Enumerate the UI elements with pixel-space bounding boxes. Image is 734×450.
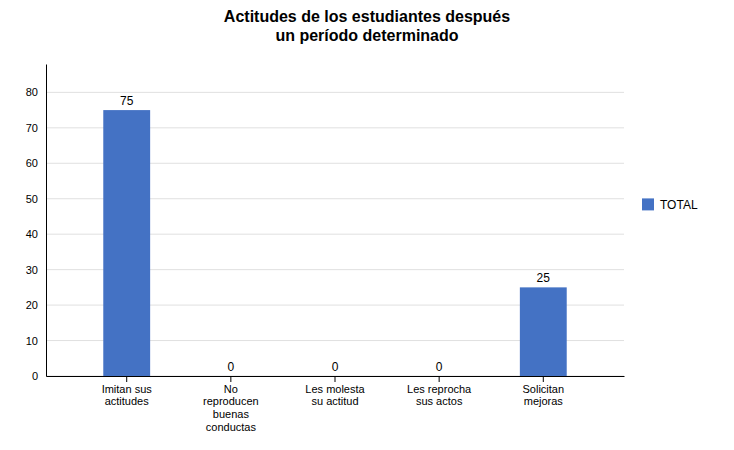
data-label: 0	[332, 360, 339, 374]
bars	[103, 110, 566, 376]
x-tick-mark	[335, 376, 336, 382]
y-tick-label: 50	[26, 193, 38, 205]
y-tick: 10	[26, 335, 46, 347]
y-tick: 40	[26, 228, 46, 240]
y-tick: 30	[26, 264, 46, 276]
y-tick: 20	[26, 299, 46, 311]
x-tick: Imitan susactitudes	[102, 376, 153, 407]
x-tick: Solicitanmejoras	[522, 376, 564, 407]
y-tick-label: 30	[26, 264, 38, 276]
plot-area: 75 0 0 0 25 Imitan susactitudes Noreproducenbu…	[26, 65, 625, 433]
bar	[416, 376, 463, 377]
y-tick: 80	[26, 86, 46, 98]
y-tick-label: 70	[26, 122, 38, 134]
x-tick-label: Les molestasu actitud	[305, 383, 365, 408]
bar	[103, 110, 150, 376]
y-tick-label: 20	[26, 299, 38, 311]
data-label: 0	[228, 360, 235, 374]
y-tick: 70	[26, 122, 46, 134]
y-tick-label: 40	[26, 228, 38, 240]
x-tick: Les reprochasus actos	[407, 376, 472, 407]
x-tick-label: Noreproducenbuenasconductas	[203, 383, 259, 433]
data-labels: 75 0 0 0 25	[120, 94, 550, 374]
y-tick: 0	[32, 370, 46, 382]
y-axis: 0 10 20 30 40 50 60 70 80	[26, 65, 47, 383]
y-tick-label: 80	[26, 86, 38, 98]
x-axis: Imitan susactitudes Noreproducenbuenascon…	[47, 376, 625, 433]
y-axis-line	[46, 65, 47, 377]
x-tick-mark	[543, 376, 544, 382]
legend-swatch	[642, 198, 654, 210]
x-tick-label: Imitan susactitudes	[102, 383, 153, 408]
x-tick-mark	[126, 376, 127, 382]
bar	[207, 376, 254, 377]
legend-label: TOTAL	[660, 198, 698, 212]
data-label: 75	[120, 94, 134, 108]
legend: TOTAL	[642, 198, 698, 212]
x-tick-label: Les reprochasus actos	[407, 383, 472, 408]
x-tick-mark	[439, 376, 440, 382]
y-tick-label: 60	[26, 157, 38, 169]
grid-line	[46, 92, 624, 93]
bar	[520, 287, 567, 376]
y-tick: 60	[26, 157, 46, 169]
x-tick: Noreproducenbuenasconductas	[203, 376, 259, 433]
legend-item: TOTAL	[642, 198, 698, 212]
y-tick-label: 10	[26, 335, 38, 347]
x-tick: Les molestasu actitud	[305, 376, 365, 407]
y-tick-label: 0	[32, 370, 38, 382]
grid	[46, 92, 624, 376]
title: Actitudes de los estudiantes despuésun p…	[224, 8, 510, 44]
x-tick-mark	[230, 376, 231, 382]
data-label: 25	[537, 271, 551, 285]
bar	[312, 376, 359, 377]
x-tick-label: Solicitanmejoras	[522, 383, 564, 408]
chart-svg: 75 0 0 0 25 Imitan susactitudes Noreproducenbu…	[0, 0, 734, 450]
data-label: 0	[436, 360, 443, 374]
y-tick: 50	[26, 193, 46, 205]
